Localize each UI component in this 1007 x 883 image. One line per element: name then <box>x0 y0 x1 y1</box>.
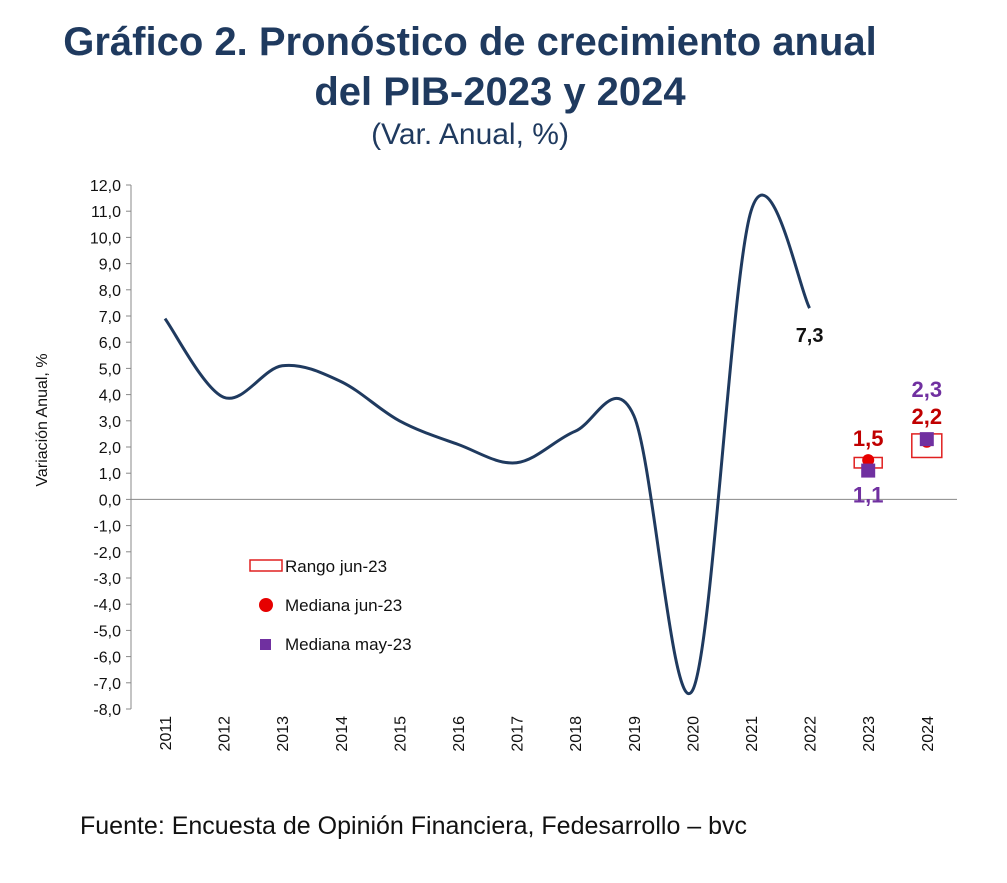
source-note: Fuente: Encuesta de Opinión Financiera, … <box>80 812 748 840</box>
y-tick-label: 10,0 <box>90 230 121 247</box>
y-tick-label: 8,0 <box>99 283 121 300</box>
x-tick-label: 2021 <box>744 716 761 752</box>
x-tick-label: 2022 <box>803 716 820 752</box>
y-tick-label: -3,0 <box>93 571 121 588</box>
chart-title-line2: del PIB-2023 y 2024 <box>314 70 686 114</box>
y-tick-label: -7,0 <box>93 676 121 693</box>
x-tick-label: 2023 <box>861 716 878 752</box>
y-tick-label: 1,0 <box>99 466 121 483</box>
y-tick-label: 11,0 <box>91 204 121 221</box>
x-tick-label: 2013 <box>275 716 292 752</box>
legend-median-may-swatch <box>260 639 271 650</box>
y-tick-label: 3,0 <box>99 414 121 431</box>
legend-range-label: Rango jun-23 <box>285 557 387 576</box>
median-may-point <box>861 463 876 478</box>
y-tick-label: 6,0 <box>99 335 121 352</box>
x-tick-label: 2019 <box>627 716 644 752</box>
y-tick-label: -8,0 <box>93 702 121 719</box>
x-tick-label: 2017 <box>510 716 527 752</box>
median-jun-label: 2,2 <box>912 404 943 429</box>
y-tick-label: 2,0 <box>99 440 121 457</box>
x-tick-label: 2020 <box>685 716 702 752</box>
chart-title: Gráfico 2. Pronóstico de crecimiento anu… <box>63 20 877 64</box>
median-jun-point <box>862 454 875 467</box>
line-end-label: 7,3 <box>796 325 824 347</box>
legend-median-jun-swatch <box>259 598 273 612</box>
median-may-label: 2,3 <box>912 377 943 402</box>
y-axis-label: Variación Anual, % <box>34 353 51 486</box>
y-tick-label: 12,0 <box>90 178 121 195</box>
legend-range-swatch <box>249 559 283 572</box>
x-tick-label: 2018 <box>568 716 585 752</box>
y-tick-label: 4,0 <box>99 388 121 405</box>
y-tick-label: 7,0 <box>99 309 121 326</box>
y-tick-label: -4,0 <box>93 597 121 614</box>
x-tick-label: 2024 <box>920 716 937 752</box>
y-tick-label: -6,0 <box>93 650 121 667</box>
y-tick-label: -1,0 <box>93 519 121 536</box>
x-tick-label: 2012 <box>217 716 234 752</box>
legend-median-may-label: Mediana may-23 <box>285 635 412 654</box>
x-tick-label: 2015 <box>392 716 409 752</box>
median-may-label: 1,1 <box>853 483 884 508</box>
x-tick-label: 2014 <box>334 716 351 752</box>
legend-median-jun-label: Mediana jun-23 <box>285 596 402 615</box>
y-tick-label: 5,0 <box>99 361 121 378</box>
x-tick-label: 2016 <box>451 716 468 752</box>
median-may-point <box>919 432 934 447</box>
y-tick-label: 0,0 <box>99 492 121 509</box>
y-tick-label: 9,0 <box>99 257 121 274</box>
y-tick-label: -2,0 <box>93 545 121 562</box>
chart-subtitle: (Var. Anual, %) <box>371 118 569 151</box>
y-tick-label: -5,0 <box>93 623 121 640</box>
x-tick-label: 2011 <box>158 716 175 751</box>
gdp-growth-line <box>163 193 811 696</box>
median-jun-label: 1,5 <box>853 426 884 451</box>
